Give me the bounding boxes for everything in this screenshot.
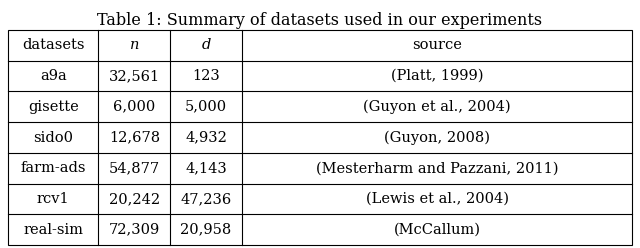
Text: 20,242: 20,242: [109, 192, 160, 206]
Text: 72,309: 72,309: [109, 223, 160, 237]
Text: 32,561: 32,561: [109, 69, 160, 83]
Text: Table 1: Summary of datasets used in our experiments: Table 1: Summary of datasets used in our…: [97, 12, 543, 29]
Text: (McCallum): (McCallum): [394, 223, 481, 237]
Text: real-sim: real-sim: [23, 223, 83, 237]
Text: sido0: sido0: [33, 130, 73, 145]
Text: d: d: [202, 38, 211, 52]
Text: 54,877: 54,877: [109, 161, 160, 175]
Text: 5,000: 5,000: [185, 100, 227, 114]
Text: 4,143: 4,143: [185, 161, 227, 175]
Text: (Mesterharm and Pazzani, 2011): (Mesterharm and Pazzani, 2011): [316, 161, 558, 175]
Text: (Platt, 1999): (Platt, 1999): [391, 69, 483, 83]
Text: (Guyon et al., 2004): (Guyon et al., 2004): [363, 100, 511, 114]
Text: source: source: [412, 38, 462, 52]
Text: rcv1: rcv1: [37, 192, 70, 206]
Text: (Lewis et al., 2004): (Lewis et al., 2004): [365, 192, 509, 206]
Text: 123: 123: [192, 69, 220, 83]
Text: n: n: [130, 38, 139, 52]
Text: a9a: a9a: [40, 69, 67, 83]
Bar: [8, 30, 632, 245]
Text: 47,236: 47,236: [180, 192, 232, 206]
Text: 4,932: 4,932: [185, 130, 227, 145]
Text: (Guyon, 2008): (Guyon, 2008): [384, 130, 490, 145]
Text: 20,958: 20,958: [180, 223, 232, 237]
Text: 6,000: 6,000: [113, 100, 156, 114]
Text: 12,678: 12,678: [109, 130, 160, 145]
Text: gisette: gisette: [28, 100, 79, 114]
Text: farm-ads: farm-ads: [20, 161, 86, 175]
Text: datasets: datasets: [22, 38, 84, 52]
